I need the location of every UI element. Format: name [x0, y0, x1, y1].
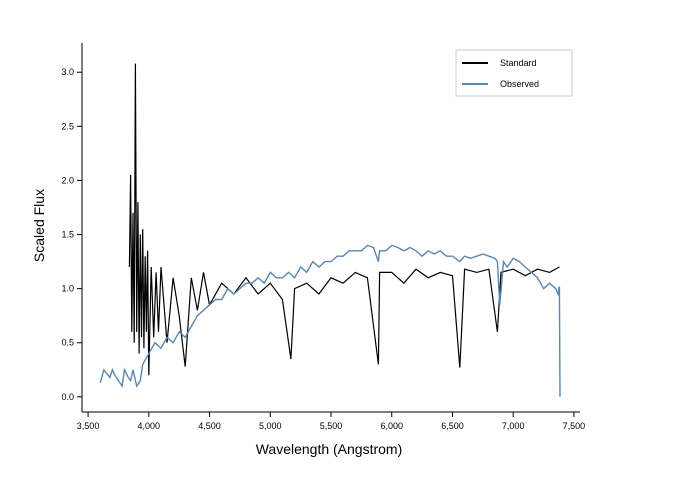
y-tick-label: 2.5 — [61, 121, 74, 131]
y-tick-label: 1.0 — [61, 284, 74, 294]
legend-label-observed: Observed — [500, 79, 539, 89]
y-tick-label: 1.5 — [61, 230, 74, 240]
y-tick-label: 0.0 — [61, 392, 74, 402]
series-line-observed — [99, 244, 561, 397]
legend-label-standard: Standard — [500, 58, 537, 68]
legend-box — [455, 49, 573, 97]
legend: Standard Observed — [455, 49, 573, 97]
x-tick-label: 6,500 — [441, 421, 464, 431]
x-tick-label: 3,500 — [77, 421, 100, 431]
y-tick-label: 0.5 — [61, 338, 74, 348]
x-tick-label: 7,500 — [563, 421, 586, 431]
x-tick-label: 5,500 — [320, 421, 343, 431]
y-axis-title: Scaled Flux — [31, 189, 47, 262]
x-tick-label: 4,000 — [138, 421, 161, 431]
series-line-standard — [128, 63, 560, 376]
x-axis-title: Wavelength (Angstrom) — [256, 441, 403, 457]
x-tick-label: 4,500 — [198, 421, 221, 431]
x-tick-label: 7,000 — [502, 421, 525, 431]
y-tick-label: 3.0 — [61, 67, 74, 77]
plot-area — [99, 63, 561, 397]
y-tick-label: 2.0 — [61, 175, 74, 185]
x-tick-label: 6,000 — [380, 421, 403, 431]
axes: 3,500 4,000 4,500 5,000 5,500 6,000 6,500 7,000… — [31, 43, 585, 457]
x-tick-label: 5,000 — [259, 421, 282, 431]
